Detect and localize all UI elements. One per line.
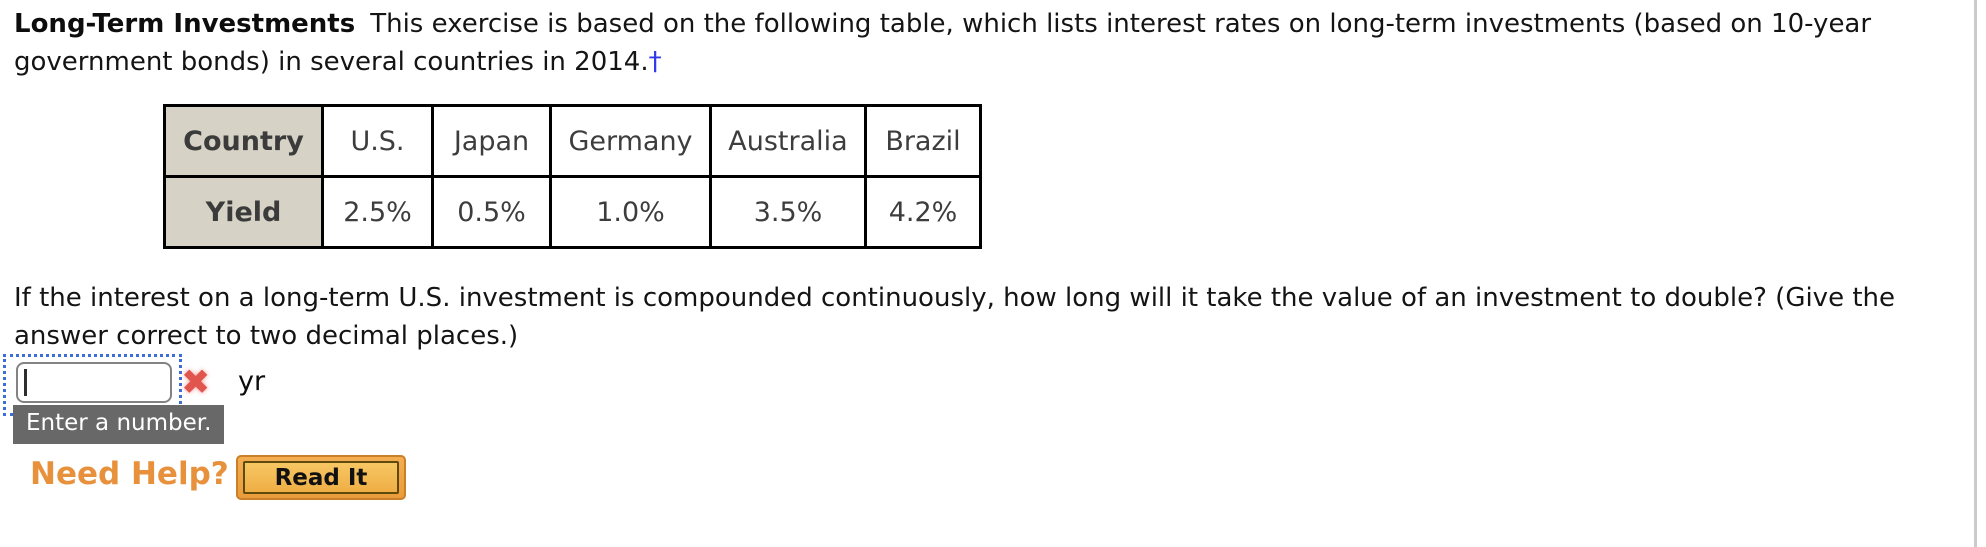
vertical-divider (1974, 0, 1977, 547)
answer-input[interactable] (16, 362, 172, 403)
table-cell-country: Brazil (864, 104, 982, 178)
table-cell-country: U.S. (321, 104, 434, 178)
table-row-country: Country U.S. Japan Germany Australia Bra… (163, 104, 982, 178)
unit-label: yr (238, 366, 266, 397)
table-cell-yield: 4.2% (864, 175, 982, 249)
text-caret (24, 369, 27, 396)
footnote-dagger-link[interactable]: † (648, 47, 662, 77)
exercise-intro: Long-Term Investments This exercise is ba… (14, 5, 1871, 81)
interest-rates-table: Country U.S. Japan Germany Australia Bra… (163, 104, 982, 249)
table-cell-yield: 0.5% (431, 175, 552, 249)
table-cell-yield: 2.5% (321, 175, 434, 249)
exercise-title: Long-Term Investments (14, 9, 356, 39)
intro-line-2: government bonds) in several countries i… (14, 43, 1871, 81)
row-header-yield: Yield (163, 175, 324, 249)
table-cell-country: Japan (431, 104, 552, 178)
intro-text-continued: government bonds) in several countries i… (14, 47, 649, 77)
validation-tooltip: Enter a number. (13, 405, 225, 444)
question-line-2: answer correct to two decimal places.) (14, 321, 519, 351)
question-text: If the interest on a long-term U.S. inve… (14, 279, 1895, 355)
table-cell-yield: 3.5% (709, 175, 867, 249)
incorrect-x-icon: ✖ (181, 363, 211, 403)
table-cell-country: Australia (709, 104, 867, 178)
table-cell-country: Germany (549, 104, 712, 178)
read-it-button-label: Read It (243, 461, 399, 494)
intro-line-1: Long-Term Investments This exercise is ba… (14, 5, 1871, 43)
table-cell-yield: 1.0% (549, 175, 712, 249)
table-row-yield: Yield 2.5% 0.5% 1.0% 3.5% 4.2% (163, 175, 982, 249)
read-it-button[interactable]: Read It (236, 455, 406, 500)
question-line-1: If the interest on a long-term U.S. inve… (14, 283, 1896, 313)
intro-text: This exercise is based on the following … (370, 9, 1872, 39)
need-help-label: Need Help? (30, 456, 229, 492)
row-header-country: Country (163, 104, 324, 178)
